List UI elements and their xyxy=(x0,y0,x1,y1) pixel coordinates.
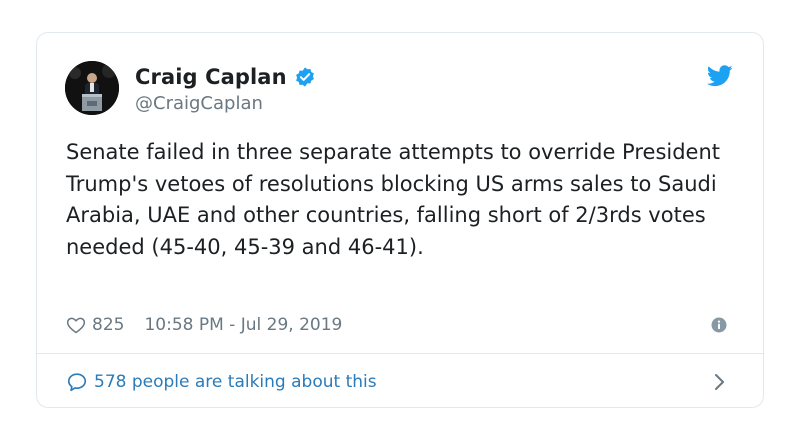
tweet-header: Craig Caplan @CraigCaplan xyxy=(65,61,735,119)
author-name-block[interactable]: Craig Caplan @CraigCaplan xyxy=(135,63,316,114)
tweet-text: Senate failed in three separate attempts… xyxy=(66,140,721,259)
user-handle[interactable]: @CraigCaplan xyxy=(135,93,263,114)
avatar[interactable] xyxy=(65,61,119,115)
info-icon[interactable] xyxy=(711,317,727,333)
conversation-label[interactable]: 578 people are talking about this xyxy=(94,372,377,392)
tweet-card[interactable]: Craig Caplan @CraigCaplan Senate failed … xyxy=(36,32,764,408)
conversation-link[interactable]: 578 people are talking about this xyxy=(66,367,735,397)
card-divider xyxy=(37,353,763,354)
heart-icon[interactable] xyxy=(66,315,86,335)
comment-bubble-icon xyxy=(66,371,88,393)
tweet-meta-row: 825 10:58 PM - Jul 29, 2019 xyxy=(66,311,735,339)
avatar-image xyxy=(65,61,119,115)
display-name[interactable]: Craig Caplan xyxy=(135,65,287,89)
tweet-timestamp[interactable]: 10:58 PM - Jul 29, 2019 xyxy=(144,315,343,335)
chevron-right-icon[interactable] xyxy=(713,373,727,391)
like-count[interactable]: 825 xyxy=(92,315,125,335)
twitter-bird-icon[interactable] xyxy=(706,65,733,87)
verified-badge-icon xyxy=(294,66,316,88)
display-name-row: Craig Caplan xyxy=(135,63,316,91)
